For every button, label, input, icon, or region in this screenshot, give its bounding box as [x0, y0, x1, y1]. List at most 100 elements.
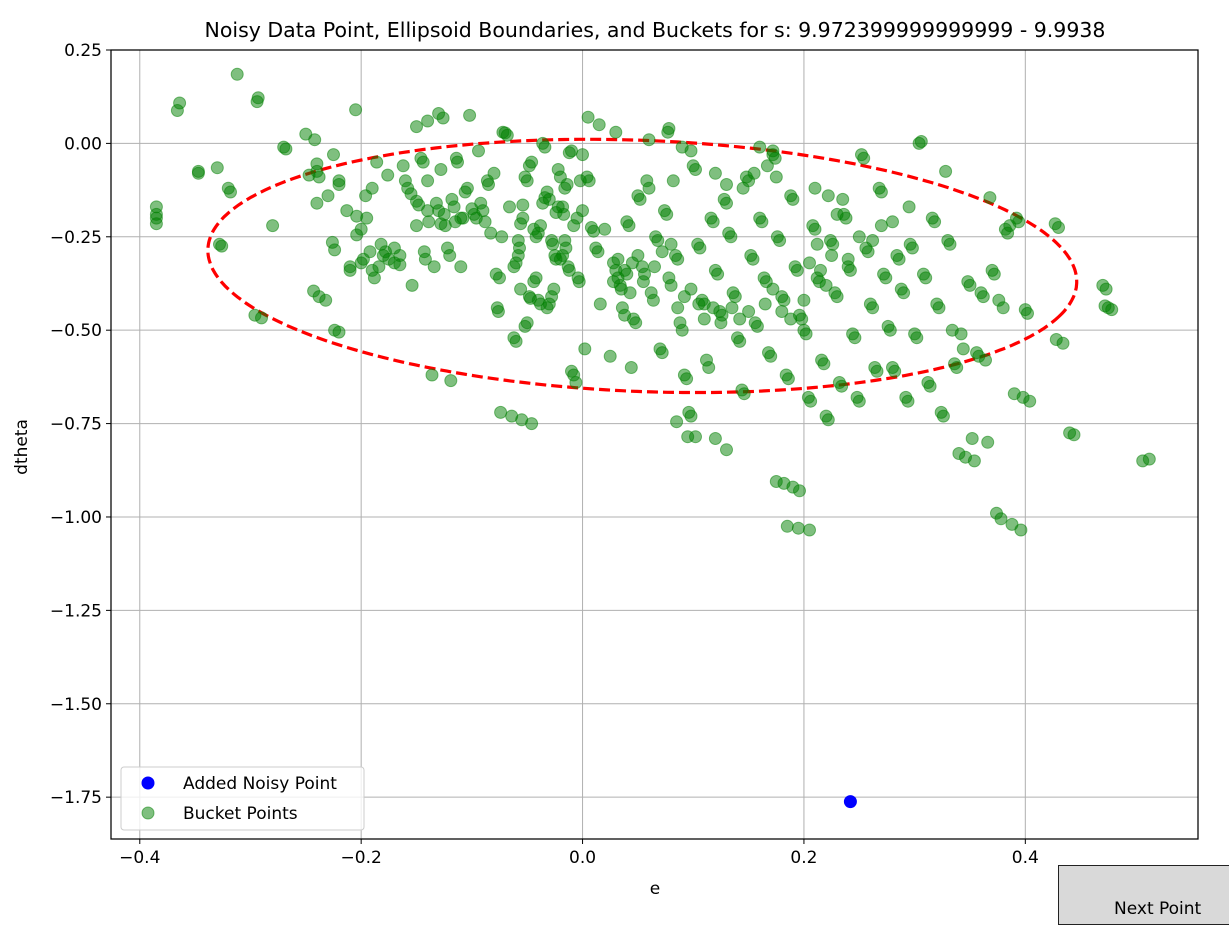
- bucket-point: [886, 215, 899, 229]
- y-axis-label: dtheta: [12, 419, 32, 475]
- bucket-point: [569, 376, 583, 389]
- bucket-point: [655, 245, 669, 259]
- bucket-point: [706, 301, 720, 315]
- bucket-point: [725, 301, 739, 315]
- bucket-point: [914, 135, 928, 148]
- bucket-point: [866, 301, 880, 315]
- bucket-point: [799, 327, 813, 341]
- bucket-point: [531, 226, 545, 240]
- bucket-point: [516, 198, 530, 212]
- bucket-point: [720, 196, 733, 210]
- bucket-point: [857, 151, 871, 165]
- bucket-point: [848, 331, 862, 345]
- bucket-point: [692, 297, 706, 311]
- bucket-point: [310, 196, 324, 210]
- bucket-point: [963, 278, 977, 292]
- bucket-point: [651, 234, 665, 247]
- bucket-point: [562, 146, 576, 160]
- bucket-point: [332, 174, 346, 188]
- bucket-point: [374, 237, 388, 251]
- bucket-point: [636, 275, 650, 289]
- x-axis-ticks: −0.4 −0.2 0.0 0.2 0.4: [119, 839, 1039, 868]
- bucket-point: [902, 200, 916, 214]
- bucket-point: [578, 342, 592, 356]
- bucket-point: [562, 263, 576, 277]
- bucket-point: [642, 181, 656, 195]
- bucket-point: [983, 191, 997, 205]
- bucket-point: [670, 415, 684, 429]
- bucket-point: [405, 278, 419, 292]
- bucket-point: [671, 252, 685, 266]
- bucket-point: [733, 334, 747, 348]
- legend-label: Bucket Points: [183, 804, 298, 824]
- bucket-point: [587, 224, 601, 238]
- bucket-point: [724, 230, 738, 244]
- bucket-point: [819, 278, 833, 292]
- bucket-point: [923, 379, 937, 393]
- bucket-point: [354, 222, 368, 236]
- bucket-point: [432, 107, 446, 120]
- bucket-point: [852, 230, 866, 244]
- bucket-point: [463, 108, 477, 122]
- bucket-point: [593, 297, 607, 311]
- bucket-point: [742, 305, 756, 318]
- plot-frame: [110, 49, 1199, 840]
- bucket-point: [689, 163, 702, 176]
- bucket-point: [434, 163, 448, 176]
- bucket-point: [1056, 336, 1070, 350]
- bucket-point: [708, 432, 722, 445]
- bucket-point: [680, 372, 694, 386]
- bucket-point: [808, 181, 822, 195]
- bucket-point: [495, 230, 509, 244]
- bucket-point: [522, 159, 536, 173]
- next-point-button[interactable]: Next Point: [1058, 865, 1229, 925]
- bucket-point: [642, 133, 656, 147]
- bucket-point: [230, 67, 244, 81]
- bucket-point: [520, 174, 534, 188]
- bucket-point: [592, 118, 606, 132]
- bucket-point: [1052, 221, 1065, 234]
- bucket-point: [835, 379, 849, 393]
- bucket-point: [928, 215, 942, 229]
- bucket-point: [591, 245, 605, 259]
- bucket-point: [733, 312, 747, 326]
- legend-label: Added Noisy Point: [183, 774, 337, 794]
- bucket-point: [939, 164, 953, 178]
- bucket-point: [675, 323, 689, 337]
- bucket-point: [581, 110, 595, 124]
- bucket-point: [879, 271, 893, 285]
- bucket-point: [711, 267, 725, 281]
- bucket-point: [702, 361, 716, 374]
- grid-lines: [111, 49, 1198, 839]
- bucket-point: [786, 192, 800, 206]
- bucket-point: [622, 219, 636, 233]
- bucket-point: [892, 252, 906, 266]
- bucket-point: [901, 394, 915, 408]
- bucket-point: [747, 166, 761, 180]
- bucket-point: [821, 189, 835, 203]
- bucket-point: [372, 260, 386, 274]
- bucket-point: [766, 144, 780, 158]
- chart-title: Noisy Data Point, Ellipsoid Boundaries, …: [205, 18, 1106, 42]
- legend-marker: [141, 776, 155, 790]
- bucket-point: [425, 368, 439, 382]
- bucket-point: [609, 125, 623, 139]
- bucket-point: [956, 342, 970, 356]
- bucket-point: [791, 521, 805, 535]
- bucket-point: [360, 211, 374, 225]
- bucket-point: [279, 142, 293, 156]
- bucket-point: [429, 196, 443, 210]
- bucket-point: [764, 349, 778, 363]
- bucket-point: [793, 484, 806, 498]
- x-tick-label: 0.4: [1012, 848, 1039, 868]
- bucket-point: [996, 301, 1010, 315]
- bucket-point: [546, 237, 560, 251]
- bucket-point: [905, 241, 919, 255]
- bucket-point: [251, 91, 265, 105]
- bucket-point: [826, 237, 840, 251]
- bucket-point: [421, 204, 435, 218]
- legend: Added Noisy Point Bucket Points: [120, 766, 365, 831]
- legend-marker: [141, 806, 155, 820]
- bucket-point: [454, 260, 468, 274]
- bucket-point: [720, 443, 733, 457]
